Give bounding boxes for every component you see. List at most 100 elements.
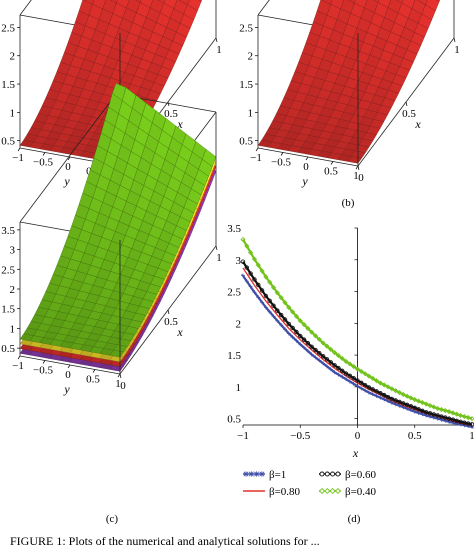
series-point — [298, 342, 303, 347]
series-point — [294, 338, 299, 343]
y-tick-mark — [280, 152, 284, 156]
series-point — [290, 325, 295, 331]
series-point — [419, 399, 425, 406]
z-tick-label: 2.5 — [1, 264, 15, 276]
series-line — [242, 267, 473, 427]
legend-marker — [318, 487, 326, 495]
x-tick-label: 0.5 — [164, 316, 178, 328]
series-point — [454, 418, 459, 423]
series-point — [396, 390, 403, 396]
surface-facet — [178, 0, 190, 6]
z-tick-label: 1 — [10, 323, 16, 335]
y-tick-label: 3.5 — [227, 223, 241, 235]
series-point — [270, 284, 277, 291]
z-tick-label: 2.5 — [239, 22, 253, 34]
series-point — [343, 358, 349, 365]
series-point — [366, 390, 371, 395]
y-tick-label: −0.5 — [33, 157, 53, 169]
x-tick-mark — [405, 101, 408, 107]
series-point — [438, 406, 445, 413]
series-point — [370, 375, 376, 381]
series-point — [271, 314, 276, 319]
z-tick-label: 1 — [248, 107, 254, 119]
series-point — [278, 312, 284, 318]
series-point — [302, 345, 307, 350]
series-point — [443, 415, 448, 420]
x-tick-mark — [453, 37, 456, 43]
series-point — [320, 340, 326, 346]
series-point — [400, 391, 406, 398]
series-point — [382, 392, 387, 398]
x-axis-label: x — [176, 117, 183, 131]
series-point — [335, 352, 341, 359]
y-tick-label: 1.5 — [227, 350, 241, 362]
x-tick-label: 0 — [355, 430, 361, 442]
series-point — [381, 382, 387, 388]
y-axis-label: y — [63, 174, 70, 188]
series-point — [404, 402, 410, 408]
surface-facet — [401, 0, 416, 9]
legend-label: β=0.80 — [269, 486, 301, 498]
surface-facet — [330, 0, 344, 10]
y-tick-label: 1 — [353, 170, 359, 182]
z-tick-label: 0.5 — [239, 136, 253, 148]
surface-facet — [373, 0, 380, 3]
figure-caption: FIGURE 1: Plots of the numerical and ana… — [10, 534, 320, 548]
surface-facet — [377, 0, 392, 8]
legend-marker — [254, 471, 260, 477]
series-point — [256, 295, 261, 300]
x-tick-mark — [167, 309, 170, 315]
series-point — [408, 395, 414, 401]
series-point — [248, 250, 254, 256]
series-point — [351, 381, 356, 386]
y-tick-label: 0 — [65, 161, 71, 173]
surface-facet — [139, 0, 154, 8]
series-point — [244, 265, 250, 270]
y-tick-mark — [330, 161, 334, 165]
series-point — [427, 411, 433, 416]
series-point — [244, 279, 249, 284]
series-point — [431, 404, 437, 410]
series-point — [427, 402, 433, 409]
series-3 — [240, 259, 474, 427]
series-point — [332, 363, 337, 368]
y-tick-label: −1 — [12, 360, 24, 372]
x-tick-mark — [357, 165, 360, 171]
series-point — [359, 386, 364, 391]
series-point — [278, 295, 284, 301]
series-point — [267, 309, 272, 314]
legend-item-2: β=0.80 — [243, 486, 301, 498]
series-point — [359, 380, 364, 386]
series-point — [255, 262, 261, 268]
series-point — [347, 379, 352, 384]
series-point — [286, 304, 292, 311]
series-point — [298, 333, 303, 339]
surface-facet — [135, 0, 142, 3]
series-point — [374, 378, 380, 384]
series-point — [248, 271, 253, 276]
z-tick-label: 1.5 — [1, 79, 15, 91]
x-tick-label: −0.5 — [290, 430, 310, 442]
series-point — [347, 373, 353, 379]
series-point — [324, 343, 330, 349]
series-point — [382, 397, 387, 402]
y-tick-label: 0 — [303, 161, 309, 173]
series-point — [321, 361, 326, 366]
y-tick-label: 1 — [115, 378, 121, 390]
series-point — [340, 374, 345, 379]
series-point — [279, 323, 284, 328]
series-point — [240, 259, 246, 264]
series-point — [347, 361, 353, 367]
series-point — [450, 410, 456, 416]
series-point — [389, 386, 395, 392]
series-point — [344, 377, 349, 382]
series-point — [309, 329, 315, 335]
series-point — [393, 388, 399, 394]
series-point — [271, 303, 276, 308]
series-point — [324, 364, 329, 369]
x-axis-label: x — [414, 117, 421, 131]
z-tick-label: 2 — [10, 51, 16, 63]
series-point — [412, 397, 418, 403]
